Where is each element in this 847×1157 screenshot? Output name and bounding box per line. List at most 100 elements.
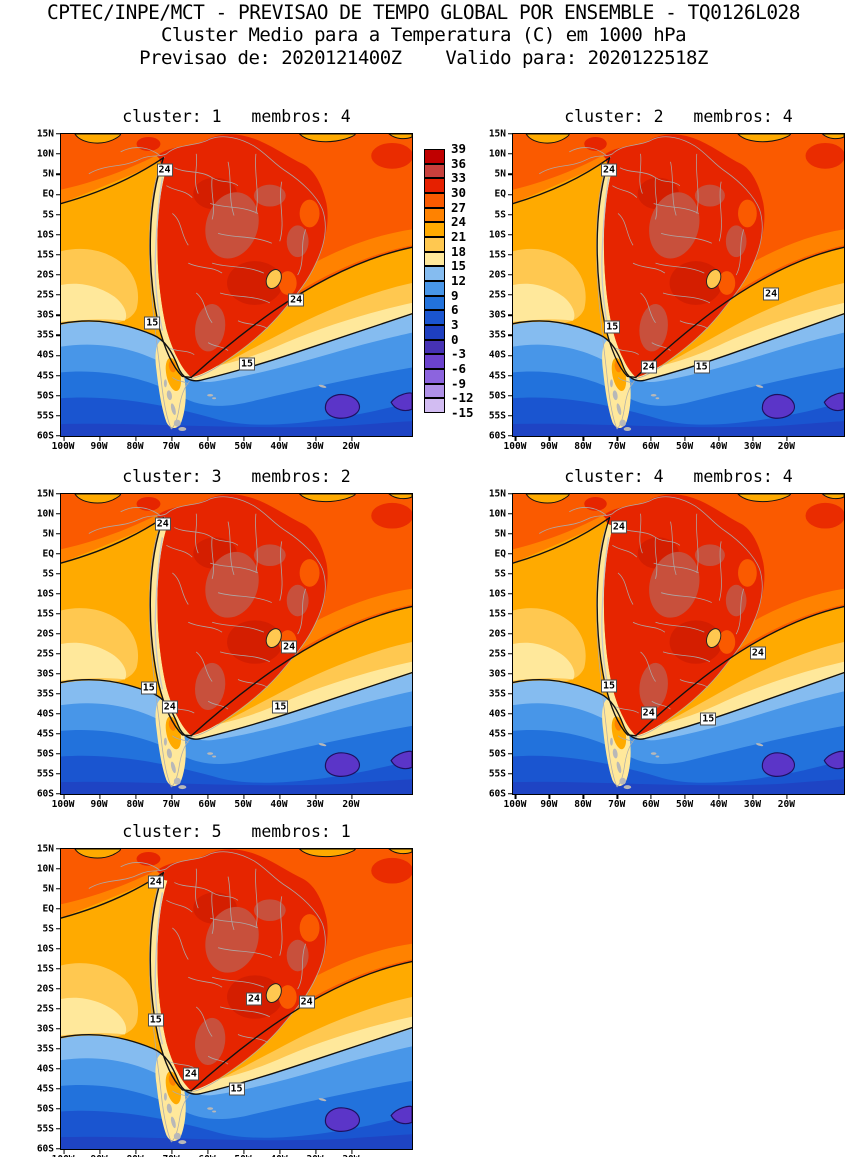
lat-tick-label: 60S	[36, 788, 61, 800]
colorbar-level-label: 27	[451, 199, 467, 215]
colorbar-level-label: 3	[451, 316, 459, 332]
lon-tick-label: 100W	[503, 437, 527, 452]
colorbar-level-label: -9	[451, 375, 467, 391]
colorbar-arrow-down	[425, 413, 444, 426]
lat-tick-label: 60S	[488, 788, 513, 800]
temperature-map-image	[61, 494, 412, 794]
colorbar: 39 36 33 30 27 24 21 18 15 12 9 6 3 0 -3 -6 -9 -12 -15	[424, 136, 494, 426]
lat-tick-label: 5S	[42, 208, 61, 220]
lat-tick-label: 60S	[36, 430, 61, 442]
lat-tick-label: 35S	[36, 1043, 61, 1055]
lat-tick-label: 30S	[488, 668, 513, 680]
lon-tick-label: 90W	[540, 795, 558, 810]
temperature-map-image	[513, 494, 844, 794]
colorbar-level-label: -6	[451, 360, 467, 376]
lon-tick-label: 20W	[342, 795, 360, 810]
lat-tick-label: 5N	[494, 168, 513, 180]
colorbar-cell	[424, 398, 445, 413]
colorbar-cell	[424, 339, 445, 355]
lat-tick-label: 25S	[488, 648, 513, 660]
lon-tick-label: 90W	[90, 795, 108, 810]
lat-tick-label: 40S	[36, 1063, 61, 1075]
lon-tick-label: 30W	[306, 795, 324, 810]
colorbar-arrow-up	[425, 136, 444, 149]
lon-tick-label: 70W	[608, 795, 626, 810]
lat-tick-label: 15S	[488, 608, 513, 620]
colorbar-level-label: 18	[451, 243, 467, 259]
lat-tick-label: 55S	[488, 768, 513, 780]
lon-tick-label: 30W	[743, 437, 762, 452]
figure-subtitle: Cluster Medio para a Temperatura (C) em …	[160, 24, 687, 46]
lon-tick-label: 90W	[540, 437, 558, 452]
panel-title: cluster: 4 membros: 4	[564, 467, 793, 486]
colorbar-level-label: 12	[451, 272, 467, 288]
lat-tick-label: 10S	[36, 943, 61, 955]
figure-title: CPTEC/INPE/MCT - PREVISAO DE TEMPO GLOBA…	[46, 1, 801, 24]
colorbar-level-label: 39	[451, 140, 467, 156]
lat-tick-label: 35S	[488, 688, 513, 700]
lon-tick-label: 40W	[709, 795, 728, 810]
colorbar-level-label: -3	[451, 346, 467, 362]
lat-tick-label: 25S	[36, 289, 61, 301]
lat-tick-label: 20S	[488, 628, 513, 640]
lat-tick-label: 15N	[488, 488, 513, 500]
cluster-panel-4: cluster: 4 membros: 4 15N 10N 5N EQ 5S 10S 15S…	[489, 465, 845, 809]
colorbar-cell	[424, 236, 445, 252]
lat-tick-label: 50S	[36, 389, 61, 401]
lat-tick-label: 15N	[36, 128, 61, 140]
colorbar-cell	[424, 163, 445, 179]
lat-tick-label: 25S	[36, 648, 61, 660]
lat-tick-label: 15N	[36, 843, 61, 855]
lat-tick-label: 20S	[36, 983, 61, 995]
lat-tick-label: 50S	[36, 1103, 61, 1115]
lat-tick-label: EQ	[42, 548, 61, 560]
cluster-panel-1: cluster: 1 membros: 4 15N 10N 5N EQ 5S 10S 15S…	[37, 105, 413, 451]
lat-tick-label: 35S	[36, 329, 61, 341]
colorbar-cell	[424, 295, 445, 311]
panel-title: cluster: 1 membros: 4	[122, 107, 351, 126]
temperature-map-image	[61, 134, 412, 436]
panel-title: cluster: 5 membros: 1	[122, 822, 351, 841]
temperature-map-image	[61, 849, 412, 1149]
lon-tick-label: 90W	[90, 437, 108, 452]
lat-tick-label: 5N	[42, 528, 61, 540]
lat-tick-label: 30S	[36, 1023, 61, 1035]
colorbar-level-label: 0	[451, 331, 459, 347]
colorbar-cell	[424, 222, 445, 237]
lon-tick-label: 80W	[574, 437, 592, 452]
lat-tick-label: 20S	[36, 628, 61, 640]
lat-tick-label: 45S	[36, 369, 61, 381]
lat-tick-label: 45S	[488, 728, 513, 740]
colorbar-cell	[424, 280, 445, 296]
lat-tick-label: 5N	[42, 168, 61, 180]
map-cluster-1: 15N 10N 5N EQ 5S 10S 15S 20S 25S 30S 35S 40S 45S 50S 5…	[37, 129, 413, 451]
map-cluster-4: 15N 10N 5N EQ 5S 10S 15S 20S 25S 30S 35S 40S 45S 50S 5…	[489, 489, 845, 809]
lat-tick-label: 55S	[36, 410, 61, 422]
colorbar-cell	[424, 192, 445, 208]
lat-tick-label: 45S	[36, 1083, 61, 1095]
lon-tick-label: 20W	[777, 795, 795, 810]
colorbar-level-label: 15	[451, 258, 467, 274]
lon-tick-label: 20W	[342, 437, 360, 452]
lat-tick-label: 40S	[36, 349, 61, 361]
lat-tick-label: 60S	[488, 430, 513, 442]
panel-title: cluster: 2 membros: 4	[564, 107, 793, 126]
lat-tick-label: 15N	[36, 488, 61, 500]
lat-tick-label: EQ	[42, 188, 61, 200]
lat-tick-label: 50S	[488, 748, 513, 760]
lon-tick-label: 50W	[676, 795, 694, 810]
lon-tick-label: 40W	[270, 795, 288, 810]
cluster-panel-3: cluster: 3 membros: 2 15N 10N 5N EQ 5S 10S 15S…	[37, 465, 413, 809]
lat-tick-label: 40S	[36, 708, 61, 720]
map-cluster-5: 15N 10N 5N EQ 5S 10S 15S 20S 25S 30S 35S 40S 45S 50S 5…	[37, 844, 413, 1157]
colorbar-level-label: -15	[451, 404, 474, 420]
lat-tick-label: 35S	[36, 688, 61, 700]
colorbar-cell	[424, 251, 445, 267]
colorbar-level-label: -12	[451, 390, 474, 406]
lon-tick-label: 60W	[198, 437, 216, 452]
lat-tick-label: 5S	[42, 923, 61, 935]
colorbar-level-label: 9	[451, 287, 459, 303]
lat-tick-label: 10S	[36, 588, 61, 600]
colorbar-cell	[424, 354, 445, 369]
lat-tick-label: 5N	[42, 883, 61, 895]
